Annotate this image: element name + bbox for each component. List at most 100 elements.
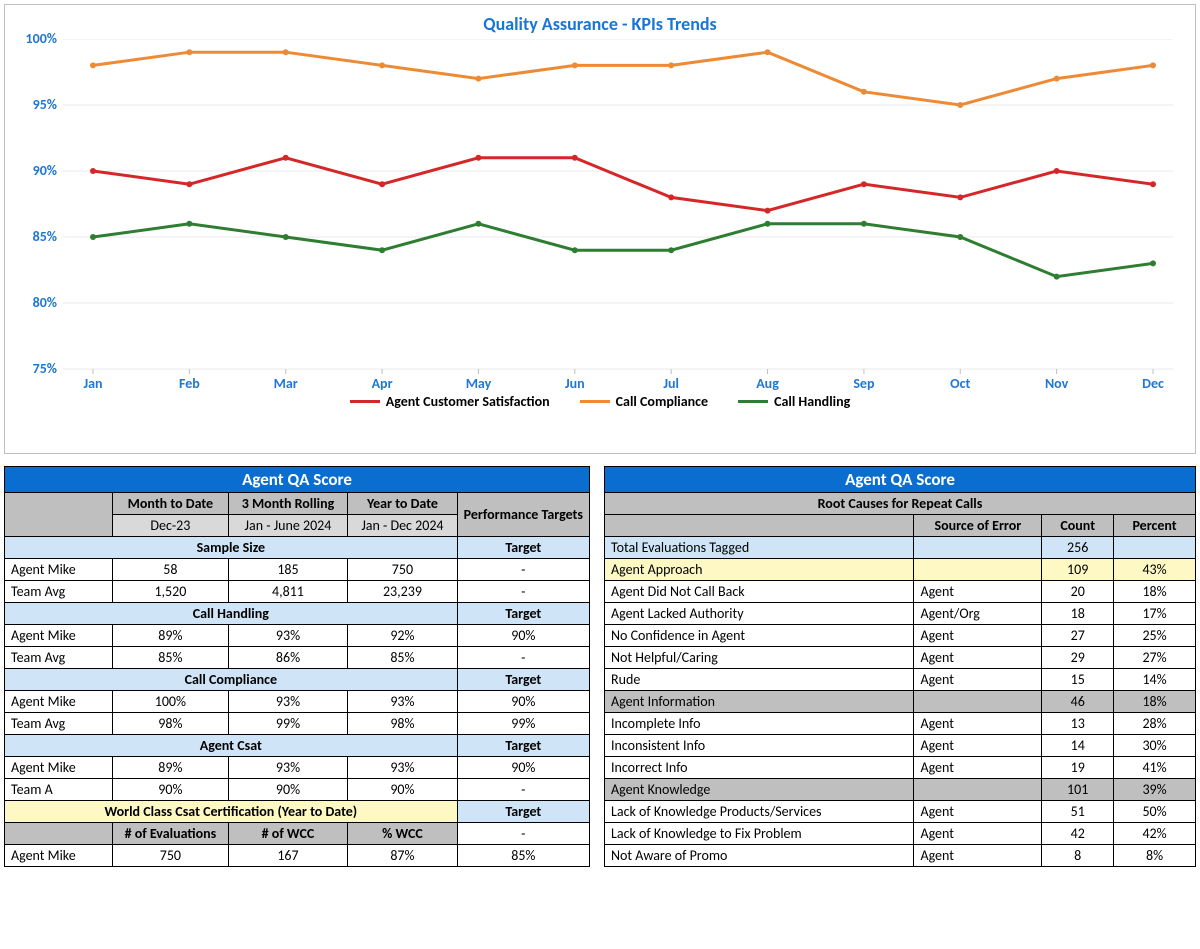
row-label: Team A	[5, 779, 113, 801]
percent: 28%	[1114, 713, 1196, 735]
rt-col3: Percent	[1114, 515, 1196, 537]
cell: 90%	[457, 691, 589, 713]
x-tick-label: Sep	[846, 375, 882, 392]
cell: 89%	[113, 757, 229, 779]
source-of-error: Agent	[914, 669, 1042, 691]
col-perf-targets: Performance Targets	[457, 493, 589, 537]
cell: 90%	[113, 779, 229, 801]
percent: 18%	[1114, 581, 1196, 603]
table-row: Agent Did Not Call BackAgent2018%	[605, 581, 1196, 603]
cell: 23,239	[348, 581, 457, 603]
legend-swatch	[580, 400, 610, 403]
y-tick-label: 85%	[17, 228, 57, 245]
cell: 99%	[228, 713, 348, 735]
cell: -	[457, 779, 589, 801]
section-header: Call Compliance	[5, 669, 458, 691]
legend-swatch	[350, 400, 380, 403]
chart-plot-area: 75%80%85%90%95%100% JanFebMarAprMayJunJu…	[63, 39, 1173, 389]
rt-col1: Source of Error	[914, 515, 1042, 537]
cell: 99%	[457, 713, 589, 735]
source-of-error: Agent/Org	[914, 603, 1042, 625]
percent: 17%	[1114, 603, 1196, 625]
cell: 100%	[113, 691, 229, 713]
cell: 85%	[113, 647, 229, 669]
cause-label: Incomplete Info	[605, 713, 914, 735]
source-of-error	[914, 537, 1042, 559]
chart-title: Quality Assurance - KPIs Trends	[17, 13, 1183, 35]
table-row: Agent Approach10943%	[605, 559, 1196, 581]
cause-label: Lack of Knowledge Products/Services	[605, 801, 914, 823]
row-label: Agent Mike	[5, 757, 113, 779]
wcc-v2: 87%	[348, 845, 457, 867]
row-label: Team Avg	[5, 581, 113, 603]
cell: 93%	[228, 625, 348, 647]
count: 18	[1042, 603, 1114, 625]
percent: 43%	[1114, 559, 1196, 581]
section-target-label: Target	[457, 537, 589, 559]
cause-label: Lack of Knowledge to Fix Problem	[605, 823, 914, 845]
y-tick-label: 90%	[17, 162, 57, 179]
chart-svg	[63, 39, 1173, 389]
wcc-v0: 750	[113, 845, 229, 867]
sub-mtd: Dec-23	[113, 515, 229, 537]
cause-label: Inconsistent Info	[605, 735, 914, 757]
percent: 39%	[1114, 779, 1196, 801]
legend-item: Agent Customer Satisfaction	[350, 393, 550, 410]
cell: 93%	[228, 691, 348, 713]
percent: 42%	[1114, 823, 1196, 845]
cause-label: Not Helpful/Caring	[605, 647, 914, 669]
x-tick-label: Jul	[653, 375, 689, 392]
count: 46	[1042, 691, 1114, 713]
cause-label: Rude	[605, 669, 914, 691]
source-of-error: Agent	[914, 625, 1042, 647]
section-header: Sample Size	[5, 537, 458, 559]
table-row: Agent Mike89%93%92%90%	[5, 625, 590, 647]
cell: 93%	[348, 757, 457, 779]
count: 14	[1042, 735, 1114, 757]
percent: 41%	[1114, 757, 1196, 779]
x-tick-label: May	[460, 375, 496, 392]
cell: 750	[348, 559, 457, 581]
rt-col2: Count	[1042, 515, 1114, 537]
cell: 98%	[113, 713, 229, 735]
cell: 90%	[228, 779, 348, 801]
source-of-error: Agent	[914, 735, 1042, 757]
count: 20	[1042, 581, 1114, 603]
col-mtd: Month to Date	[113, 493, 229, 515]
cause-label: Agent Knowledge	[605, 779, 914, 801]
legend-item: Call Compliance	[580, 393, 708, 410]
cause-label: Agent Approach	[605, 559, 914, 581]
row-label: Team Avg	[5, 713, 113, 735]
table-row: Total Evaluations Tagged256	[605, 537, 1196, 559]
sub-3mo: Jan - June 2024	[228, 515, 348, 537]
count: 8	[1042, 845, 1114, 867]
y-tick-label: 75%	[17, 360, 57, 377]
x-tick-label: Aug	[750, 375, 786, 392]
percent: 27%	[1114, 647, 1196, 669]
cause-label: Incorrect Info	[605, 757, 914, 779]
col-ytd: Year to Date	[348, 493, 457, 515]
agent-qa-score-table-left: Agent QA Score Month to Date 3 Month Rol…	[4, 466, 590, 867]
cell: 185	[228, 559, 348, 581]
percent: 18%	[1114, 691, 1196, 713]
x-tick-label: Feb	[171, 375, 207, 392]
row-label: Agent Mike	[5, 625, 113, 647]
legend-swatch	[738, 400, 768, 403]
source-of-error	[914, 779, 1042, 801]
cause-label: Not Aware of Promo	[605, 845, 914, 867]
cell: -	[457, 647, 589, 669]
kpi-trends-chart-panel: Quality Assurance - KPIs Trends 75%80%85…	[4, 4, 1196, 454]
count: 27	[1042, 625, 1114, 647]
table-row: Team A90%90%90%-	[5, 779, 590, 801]
table-row: Team Avg85%86%85%-	[5, 647, 590, 669]
count: 51	[1042, 801, 1114, 823]
count: 101	[1042, 779, 1114, 801]
table-row: Agent Knowledge 10139%	[605, 779, 1196, 801]
percent: 30%	[1114, 735, 1196, 757]
cell: 85%	[348, 647, 457, 669]
legend-label: Agent Customer Satisfaction	[386, 393, 550, 410]
cause-label: Agent Lacked Authority	[605, 603, 914, 625]
wcc-agent-label: Agent Mike	[5, 845, 113, 867]
table-row: Team Avg1,5204,81123,239-	[5, 581, 590, 603]
cause-label: Total Evaluations Tagged	[605, 537, 914, 559]
